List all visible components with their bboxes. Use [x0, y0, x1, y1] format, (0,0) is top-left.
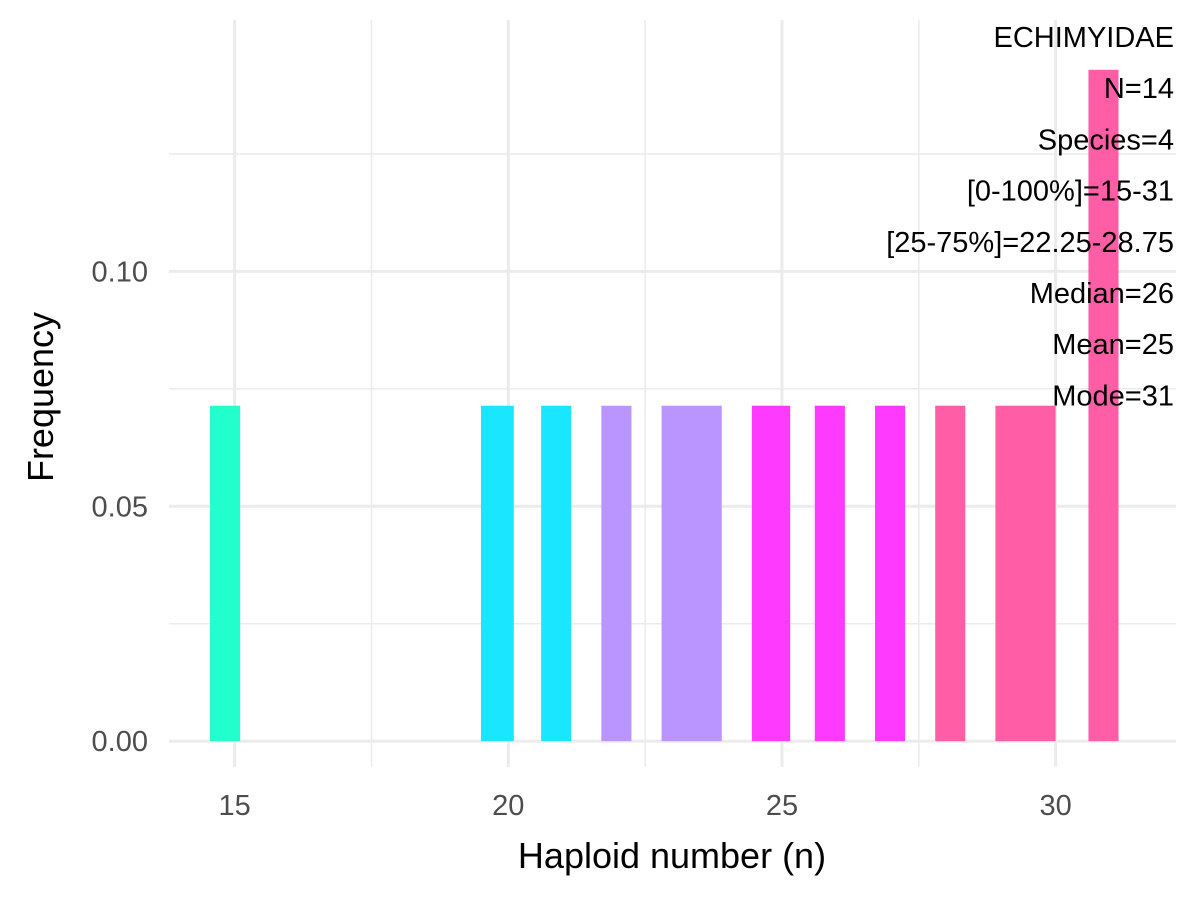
y-axis-label: Frequency: [20, 312, 61, 482]
x-tick-label: 15: [219, 790, 251, 822]
x-tick-label: 20: [492, 790, 524, 822]
annotation-text: N=14: [1104, 73, 1174, 105]
bar: [935, 405, 966, 742]
bar: [661, 405, 722, 742]
annotations: ECHIMYIDAE N=14 Species=4 [0-100%]=15-31 [25…: [886, 22, 1174, 412]
bar: [751, 405, 791, 742]
bar: [601, 405, 632, 742]
y-tick-label: 0.00: [92, 726, 148, 758]
bar: [210, 405, 241, 742]
y-axis-ticks: 0.00 0.05 0.10: [92, 256, 148, 758]
y-tick-label: 0.05: [92, 491, 148, 523]
bar: [995, 405, 1056, 742]
x-tick-label: 30: [1039, 790, 1071, 822]
annotation-text: Median=26: [1030, 278, 1174, 310]
x-axis-label: Haploid number (n): [518, 835, 826, 876]
bar: [480, 405, 514, 742]
bar: [874, 405, 906, 742]
y-tick-label: 0.10: [92, 256, 148, 288]
annotation-text: Mode=31: [1052, 380, 1174, 412]
x-tick-label: 25: [766, 790, 798, 822]
annotation-text: [25-75%]=22.25-28.75: [886, 227, 1174, 259]
bar: [814, 405, 845, 742]
annotation-text: ECHIMYIDAE: [994, 22, 1174, 54]
x-axis-ticks: 15 20 25 30: [219, 790, 1072, 822]
bar: [1088, 69, 1119, 742]
bars: [210, 69, 1119, 742]
annotation-text: [0-100%]=15-31: [967, 176, 1174, 208]
annotation-text: Mean=25: [1052, 329, 1174, 361]
annotation-text: Species=4: [1038, 124, 1174, 156]
bar: [541, 405, 572, 742]
